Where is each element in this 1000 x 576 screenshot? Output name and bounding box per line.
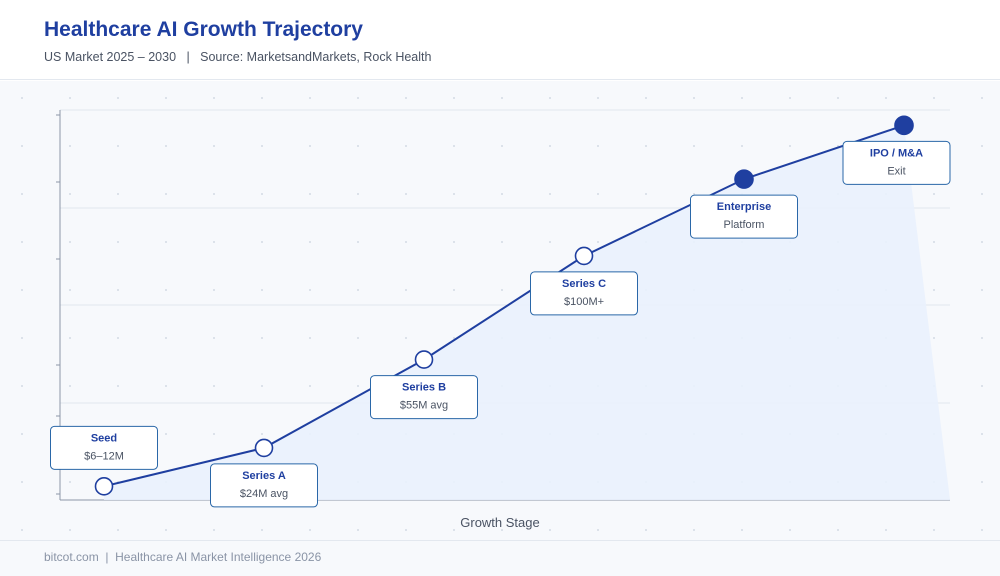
data-point-series-b (414, 350, 434, 369)
stage-label-ipo-m-a: IPO / M&A Exit (842, 140, 951, 185)
stage-name: Series C (562, 278, 606, 290)
stage-label-series-c: Series C $100M+ (530, 271, 638, 316)
area-fill (104, 125, 950, 501)
stage-label-seed: Seed $6–12M (50, 425, 158, 470)
stage-label-series-b: Series B $55M avg (370, 375, 478, 420)
stage-value: Exit (887, 165, 905, 177)
data-point-enterprise (734, 169, 754, 189)
data-point-ipo-m-a (894, 115, 914, 136)
stage-name: Enterprise (717, 201, 771, 213)
stage-value: $24M avg (240, 488, 288, 500)
stage-value: Platform (724, 219, 765, 231)
stage-name: Series B (402, 382, 446, 394)
stage-value: $55M avg (400, 400, 448, 412)
x-axis-label: Growth Stage (460, 515, 540, 530)
series-line (103, 124, 905, 488)
data-point-series-a (254, 438, 274, 458)
data-points (94, 115, 914, 496)
stage-label-series-a: Series A $24M avg (210, 463, 318, 508)
stage-value: $100M+ (564, 296, 604, 308)
stage-labels: Seed $6–12M Series A $24M avg Series B $55M a… (50, 140, 951, 508)
footer: bitcot.com | Healthcare AI Market Intell… (0, 540, 1000, 576)
page-title: Healthcare AI Growth Trajectory (44, 18, 363, 41)
stage-name: Seed (91, 432, 117, 444)
page-subtitle: US Market 2025 – 2030 | Source: Marketsa… (44, 50, 432, 64)
footer-text: bitcot.com | Healthcare AI Market Intell… (44, 550, 322, 564)
stage-name: Series A (242, 470, 286, 482)
data-point-series-c (574, 246, 594, 266)
header: Healthcare AI Growth Trajectory US Marke… (0, 0, 1000, 80)
stage-value: $6–12M (84, 450, 124, 462)
data-point-seed (94, 477, 114, 496)
stage-label-enterprise: Enterprise Platform (690, 194, 798, 239)
stage-name: IPO / M&A (870, 147, 923, 159)
